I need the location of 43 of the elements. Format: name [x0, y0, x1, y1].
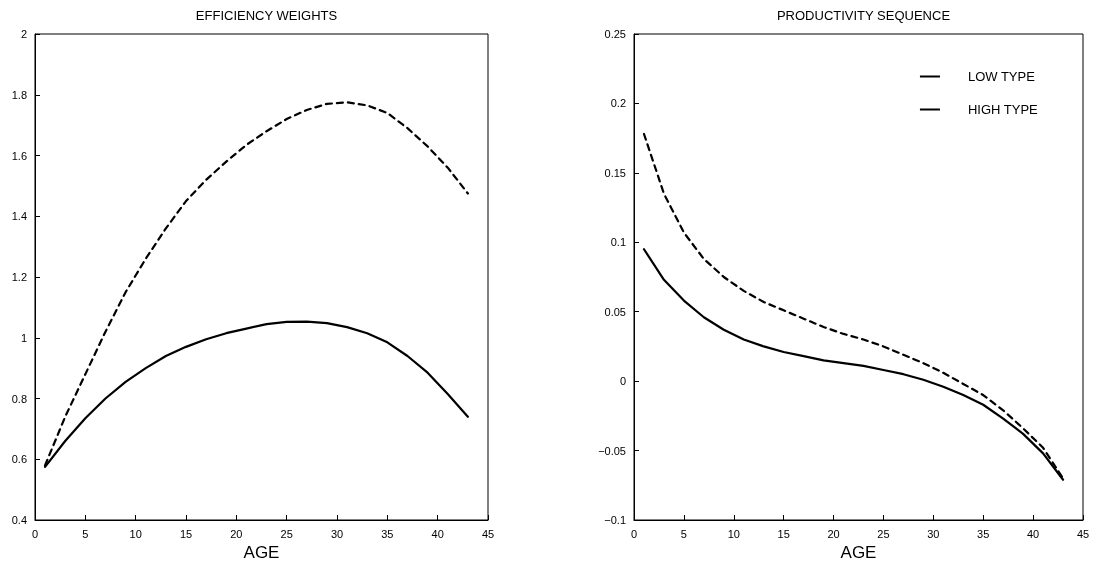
x-tick-label: 0	[31, 527, 39, 540]
y-tick-label: −0.05	[598, 444, 626, 457]
y-tick-label: 0.8	[11, 392, 27, 405]
x-tick-label: 5	[82, 527, 89, 540]
y-tick-label: 0.05	[604, 305, 626, 318]
y-tick-label: 0.4	[11, 514, 27, 526]
x-tick-label: 25	[877, 527, 890, 540]
y-tick-label: 0.1	[610, 236, 626, 249]
x-tick-label: 10	[129, 527, 142, 540]
y-tick-label: −0.1	[604, 514, 626, 526]
x-tick-label: 15	[777, 527, 790, 540]
x-axis-title: AGE	[840, 542, 877, 562]
x-tick-label: 20	[230, 527, 243, 540]
x-tick-label: 10	[727, 527, 740, 540]
x-tick-label: 45	[1076, 527, 1090, 540]
y-tick-label: 0.6	[11, 453, 27, 466]
x-tick-label: 30	[927, 527, 940, 540]
x-tick-label: 45	[481, 527, 495, 540]
y-tick-label: 0	[619, 375, 626, 388]
legend-label: HIGH TYPE	[967, 102, 1039, 117]
y-tick-label: 1.6	[11, 149, 27, 162]
x-tick-label: 35	[977, 527, 990, 540]
x-axis-title: AGE	[243, 542, 280, 562]
chart-title: EFFICIENCY WEIGHTS	[195, 8, 338, 23]
x-tick-label: 25	[280, 527, 293, 540]
x-tick-label: 20	[827, 527, 840, 540]
y-tick-label: 1.8	[11, 88, 27, 101]
x-tick-label: 35	[381, 527, 394, 540]
x-tick-label: 0	[630, 527, 638, 540]
y-tick-label: 0.15	[604, 166, 626, 179]
x-tick-label: 5	[680, 527, 687, 540]
y-tick-label: 1.4	[11, 210, 27, 223]
x-tick-label: 15	[179, 527, 193, 540]
x-tick-label: 30	[330, 527, 344, 540]
y-tick-label: 0.25	[604, 28, 626, 40]
x-tick-label: 40	[1026, 527, 1040, 540]
y-tick-label: 0.2	[610, 97, 626, 110]
y-tick-label: 1	[20, 331, 27, 344]
y-tick-label: 2	[20, 28, 27, 40]
y-tick-label: 1.2	[11, 271, 27, 283]
legend-label: LOW TYPE	[967, 69, 1036, 84]
x-tick-label: 40	[431, 527, 444, 540]
chart-title: PRODUCTIVITY SEQUENCE	[776, 8, 951, 23]
